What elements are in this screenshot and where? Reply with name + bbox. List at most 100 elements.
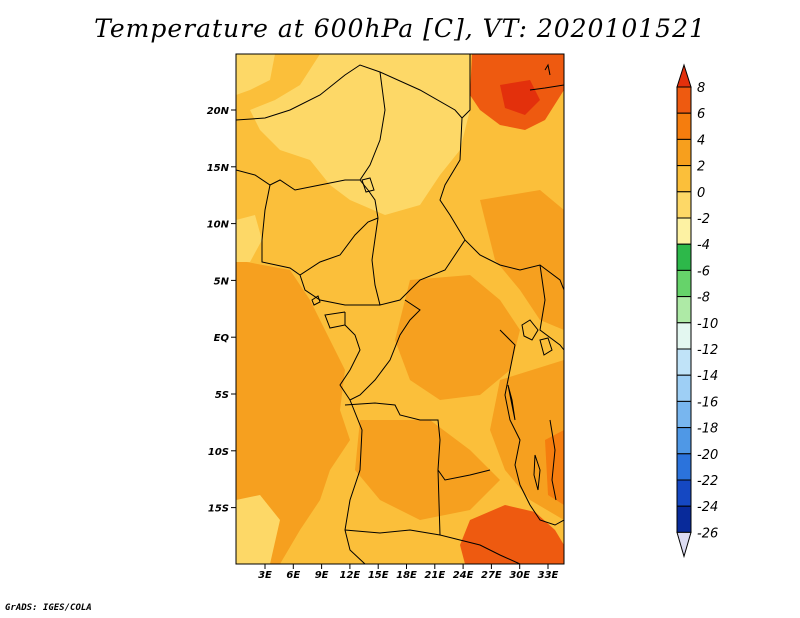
border-line — [371, 217, 466, 306]
field-warm-zone-east — [480, 190, 564, 330]
border-line — [549, 419, 557, 501]
colorbar-cell — [676, 427, 692, 455]
colorbar-cell — [676, 86, 692, 114]
colorbar-label: -26 — [697, 526, 718, 541]
lat-label: 5S — [215, 390, 229, 401]
colorbar-label: -14 — [697, 369, 718, 384]
lon-label: 12E — [340, 570, 361, 581]
border-line — [439, 117, 564, 291]
lake-outline — [311, 295, 321, 306]
colorbar-label: -16 — [697, 395, 718, 410]
border-line — [499, 329, 521, 486]
colorbar-label: -24 — [697, 500, 718, 515]
border-line — [236, 169, 360, 191]
field-hot-zone-east-coast — [545, 430, 564, 505]
field-cool-patch-south — [236, 495, 280, 564]
lat-label: 15N — [207, 163, 230, 174]
colorbar-cell — [676, 191, 692, 219]
lake-outline — [521, 319, 539, 341]
colorbar-arrow-bottom — [676, 531, 692, 559]
lat-label: 10S — [208, 447, 229, 458]
lake-outline — [533, 454, 541, 491]
colorbar-label: 8 — [697, 81, 705, 96]
border-line — [529, 84, 564, 91]
lon-label: 33E — [538, 570, 559, 581]
lon-label: 9E — [315, 570, 329, 581]
temperature-field — [236, 54, 564, 564]
field-hot-core-northeast — [500, 80, 540, 115]
lake-outline — [361, 177, 375, 193]
colorbar-label: -2 — [697, 212, 710, 227]
colorbar-label: -12 — [697, 343, 718, 358]
field-warm-zone-south — [355, 420, 500, 520]
lon-label: 6E — [286, 570, 300, 581]
colorbar-cell — [676, 165, 692, 193]
lat-label: 5N — [214, 276, 230, 287]
colorbar-cell — [676, 138, 692, 167]
border-line — [539, 264, 564, 351]
border-line — [236, 54, 471, 121]
colorbar-cell — [676, 374, 692, 402]
country-borders — [236, 54, 564, 564]
field-warm-zone-west — [236, 260, 350, 564]
colorbar-arrow-top — [676, 63, 692, 88]
colorbar-label: 0 — [697, 186, 705, 201]
colorbar-cell — [676, 479, 692, 507]
colorbar-label: -8 — [697, 291, 710, 306]
border-line — [519, 484, 564, 526]
colorbar-cell — [676, 400, 692, 429]
border-line — [344, 402, 491, 481]
colorbar-cell — [676, 269, 692, 298]
field-cool-patch-west — [236, 215, 262, 262]
lat-label: EQ — [214, 333, 230, 344]
lon-label: 21E — [424, 570, 445, 581]
colorbar-label: 4 — [697, 133, 705, 148]
colorbar-label: -6 — [697, 264, 710, 279]
colorbar-label: 2 — [697, 160, 705, 175]
lat-label: 10N — [207, 220, 230, 231]
lake-outline — [507, 384, 516, 421]
colorbar-label: -4 — [697, 238, 710, 253]
border-line — [544, 63, 551, 76]
field-cool-zone-nw — [236, 54, 275, 95]
map-frame — [235, 53, 565, 565]
colorbar-label: 6 — [697, 107, 705, 122]
colorbar-label: -20 — [697, 448, 718, 463]
lat-label: 15S — [208, 504, 229, 515]
longitude-axis: 3E 6E 9E 12E 15E 18E 21E 24E 27E 30E 33E — [258, 564, 559, 581]
border-line — [344, 399, 366, 564]
lat-label: 20N — [207, 106, 230, 117]
border-line — [299, 274, 380, 306]
colorbar-cell — [676, 322, 692, 350]
field-hot-zone-southeast — [460, 505, 564, 564]
colorbar-cell — [676, 505, 692, 533]
lon-label: 27E — [481, 570, 502, 581]
colorbar-label: -18 — [697, 422, 718, 437]
field-warm-zone-central — [395, 275, 520, 400]
lake-outline — [539, 337, 553, 356]
lon-label: 3E — [258, 570, 272, 581]
colorbar-cell — [676, 243, 692, 271]
lon-label: 30E — [509, 570, 530, 581]
border-line — [339, 299, 421, 401]
colorbar-label: -10 — [697, 317, 718, 332]
latitude-axis: 20N 15N 10N 5N EQ 5S 10S 15S — [207, 106, 236, 515]
colorbar-label: -22 — [697, 474, 718, 489]
grads-credit: GrADS: IGES/COLA — [5, 603, 92, 613]
colorbar-cell — [676, 296, 692, 324]
lon-label: 15E — [368, 570, 389, 581]
border-line — [344, 529, 441, 536]
colorbar-cell — [676, 348, 692, 376]
colorbar-cell — [676, 453, 692, 481]
colorbar-cell — [676, 112, 692, 140]
border-line — [437, 469, 521, 564]
plot-title: Temperature at 600hPa [C], VT: 202010152… — [94, 14, 706, 43]
lon-label: 24E — [453, 570, 474, 581]
field-warm-zone-se — [490, 360, 564, 520]
colorbar-cell — [676, 217, 692, 245]
border-line — [324, 311, 346, 329]
field-cool-zone-north — [250, 54, 470, 215]
colorbar: 8 6 4 2 0 -2 -4 -6 -8 -10 -12 -14 -16 -18 -20 -22 -24 -26 — [676, 63, 718, 559]
border-line — [359, 71, 386, 219]
